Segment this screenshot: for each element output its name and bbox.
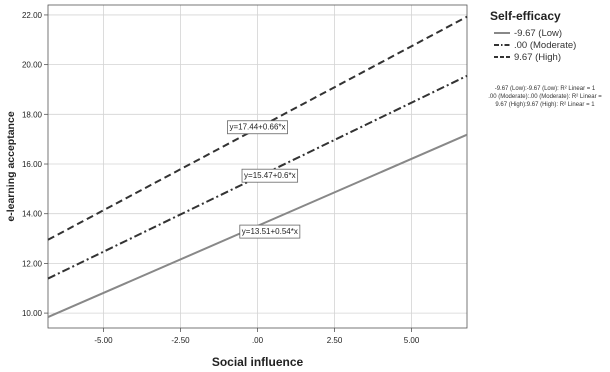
y-tick-label: 10.00 [22, 309, 43, 318]
x-tick-label: 5.00 [404, 336, 420, 345]
x-tick-label: -5.00 [94, 336, 113, 345]
legend: Self-efficacy -9.67 (Low).00 (Moderate)9… [488, 9, 602, 108]
equation-box [239, 224, 301, 239]
x-tick-label: 2.50 [327, 336, 343, 345]
x-tick-label: .00 [252, 336, 264, 345]
y-axis-title: e-learning acceptance [5, 111, 17, 221]
equation-text: y=15.47+0.6*x [244, 171, 296, 180]
legend-note-2: 9.67 (High):9.67 (High): R² Linear = 1 [495, 102, 595, 108]
y-tick-label: 16.00 [22, 160, 43, 169]
y-tick-label: 14.00 [22, 210, 43, 219]
x-axis-title: Social influence [212, 355, 304, 369]
legend-title: Self-efficacy [490, 9, 561, 23]
equation-label-1: y=15.47+0.6*x [241, 168, 299, 183]
series-line-1 [47, 74, 468, 280]
equation-text: y=17.44+0.66*x [229, 123, 285, 132]
equation-labels: y=13.51+0.54*x y=15.47+0.6*x y=17.44+0.66*… [227, 120, 301, 239]
equation-text: y=13.51+0.54*x [242, 227, 298, 236]
x-tick-label: -2.50 [171, 336, 190, 345]
equation-box [227, 120, 288, 135]
legend-label-1: .00 (Moderate) [514, 40, 576, 51]
legend-note-0: -9.67 (Low):-9.67 (Low): R² Linear = 1 [495, 86, 596, 92]
legend-notes: -9.67 (Low):-9.67 (Low): R² Linear = 1 .0… [488, 86, 602, 108]
y-tick-label: 22.00 [22, 11, 43, 20]
legend-entries: -9.67 (Low).00 (Moderate)9.67 (High) [494, 28, 576, 63]
equation-label-0: y=13.51+0.54*x [239, 224, 301, 239]
x-axis: -5.00 -2.50 .00 2.50 5.00 [94, 328, 420, 345]
y-tick-label: 20.00 [22, 61, 43, 70]
legend-note-1: .00 (Moderate):.00 (Moderate): R² Linear… [488, 94, 602, 100]
legend-label-2: 9.67 (High) [514, 52, 561, 63]
y-tick-label: 12.00 [22, 259, 43, 268]
legend-label-0: -9.67 (Low) [514, 28, 562, 39]
equation-box [241, 168, 299, 183]
y-axis: 10.00 12.00 14.00 16.00 18.00 20.00 22.00 [22, 11, 48, 318]
y-tick-label: 18.00 [22, 110, 43, 119]
equation-label-2: y=17.44+0.66*x [227, 120, 288, 135]
grid [48, 5, 467, 328]
